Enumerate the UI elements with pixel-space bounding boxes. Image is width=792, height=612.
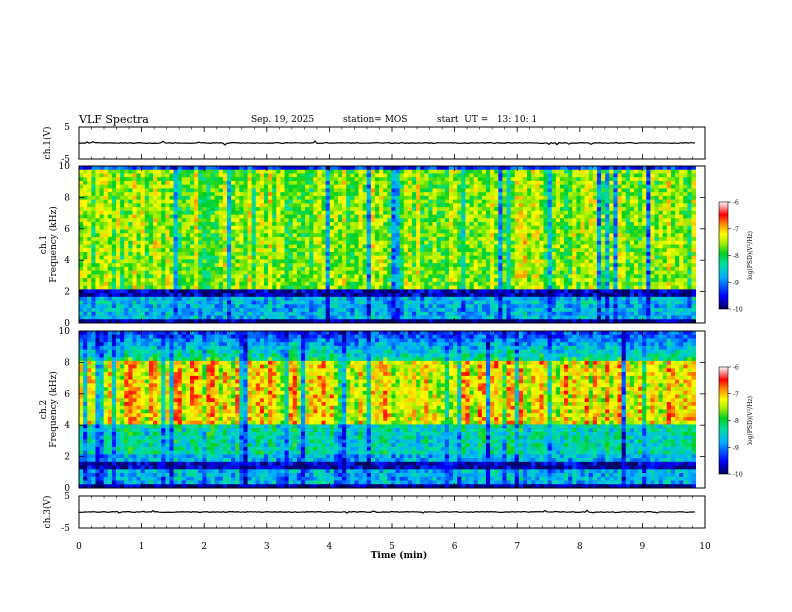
y-tick-label: 4 xyxy=(64,421,70,431)
ch1-spectrogram-ylabel: ch.1Frequency (kHz) xyxy=(39,206,59,283)
ch2-spectrogram-colorbar xyxy=(718,366,729,475)
date-label: Sep. 19, 2025 xyxy=(251,115,315,125)
y-tick-label: 8 xyxy=(64,358,70,368)
x-axis-label: Time (min) xyxy=(371,550,428,561)
ch3-waveform-ylabel: ch.3(V) xyxy=(42,496,53,529)
colorbar-tick-label: -6 xyxy=(733,200,739,207)
x-tick-label: 2 xyxy=(201,542,207,552)
colorbar-tick-label: -7 xyxy=(733,391,739,398)
y-tick-label: 0 xyxy=(64,484,70,494)
y-tick-label: 6 xyxy=(64,225,70,235)
y-tick-label: 4 xyxy=(64,256,70,266)
ch2-spectrogram-ylabel: ch.2Frequency (kHz) xyxy=(39,371,59,448)
colorbar-tick-label: -9 xyxy=(733,280,739,287)
ch3-waveform-trace xyxy=(78,509,696,514)
x-tick-label: 5 xyxy=(389,542,395,552)
x-tick-label: 6 xyxy=(452,542,458,552)
station-label: station= MOS xyxy=(343,115,408,125)
y-tick-label: 2 xyxy=(64,453,70,463)
y-tick-label: 5 xyxy=(64,123,70,133)
chart-title: VLF Spectra xyxy=(79,113,149,126)
colorbar-tick-label: -9 xyxy=(733,445,739,452)
y-tick-label: 10 xyxy=(59,162,71,172)
x-tick-label: 8 xyxy=(577,542,583,552)
ch1-spectrogram xyxy=(79,166,697,324)
x-tick-label: 4 xyxy=(327,542,333,552)
y-tick-label: -5 xyxy=(61,155,70,165)
y-tick-label: 2 xyxy=(64,288,70,298)
x-tick-label: 1 xyxy=(139,542,145,552)
x-tick-label: 0 xyxy=(76,542,82,552)
x-tick-label: 9 xyxy=(640,542,646,552)
x-tick-label: 3 xyxy=(264,542,270,552)
ch2-spectrogram xyxy=(79,331,697,489)
colorbar-tick-label: -7 xyxy=(733,226,739,233)
ch1-spectrogram-colorbar xyxy=(718,201,729,310)
y-tick-label: 6 xyxy=(64,390,70,400)
colorbar-tick-label: -6 xyxy=(733,365,739,372)
ch1-waveform-ylabel: ch.1(V) xyxy=(42,127,53,160)
start-time-label: start UT = 13: 10: 1 xyxy=(437,115,538,125)
ch2-spectrogram-colorbar-label: log(PSD)(V²/Hz) xyxy=(747,396,754,445)
x-tick-label: 10 xyxy=(699,542,711,552)
y-tick-label: 0 xyxy=(64,319,70,329)
y-tick-label: -5 xyxy=(61,524,70,534)
colorbar-tick-label: -8 xyxy=(733,418,739,425)
x-tick-label: 7 xyxy=(514,542,520,552)
colorbar-tick-label: -10 xyxy=(733,472,743,479)
colorbar-tick-label: -10 xyxy=(733,307,743,314)
y-tick-label: 8 xyxy=(64,193,70,203)
y-tick-label: 5 xyxy=(64,492,70,502)
y-tick-label: 10 xyxy=(59,327,71,337)
ch1-waveform-trace xyxy=(78,140,696,146)
colorbar-tick-label: -8 xyxy=(733,253,739,260)
ch1-spectrogram-colorbar-label: log(PSD)(V²/Hz) xyxy=(747,231,754,280)
